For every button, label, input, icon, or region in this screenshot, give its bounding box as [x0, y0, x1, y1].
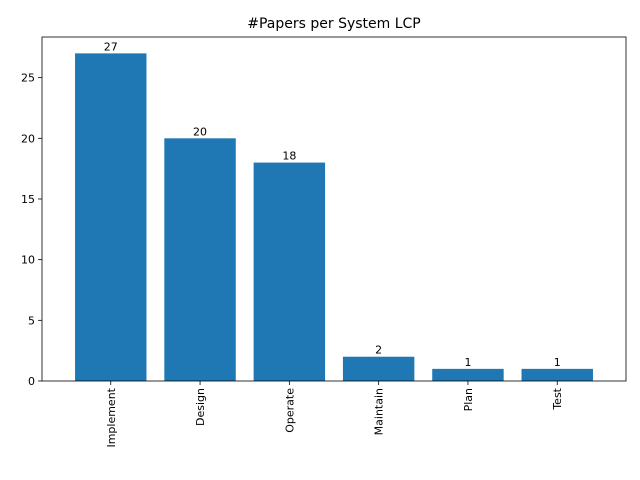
- y-tick-label: 20: [21, 132, 35, 145]
- x-tick-label-plan: Plan: [462, 388, 475, 411]
- y-tick-label: 5: [28, 314, 35, 327]
- y-tick-label: 0: [28, 375, 35, 388]
- bar-operate: [253, 162, 326, 381]
- x-tick-label-implement: Implement: [105, 387, 118, 447]
- bar-design: [164, 138, 236, 381]
- bar-maintain: [342, 356, 415, 381]
- data-label-implement: 27: [104, 40, 118, 53]
- y-axis: 0 5 10 15 20 25: [21, 72, 42, 388]
- data-label-test: 1: [554, 356, 561, 369]
- x-tick-label-design: Design: [194, 388, 207, 426]
- x-tick-label-maintain: Maintain: [373, 388, 386, 435]
- chart-title: #Papers per System LCP: [247, 16, 421, 32]
- bars-layer: [75, 53, 593, 381]
- data-label-plan: 1: [464, 356, 471, 369]
- bar-test: [521, 368, 593, 381]
- data-label-maintain: 2: [375, 344, 382, 357]
- bar-plan: [432, 368, 504, 381]
- data-label-design: 20: [193, 125, 207, 138]
- x-axis: Implement Design Operate Maintain Plan Test: [105, 381, 564, 448]
- data-label-operate: 18: [282, 150, 296, 163]
- x-tick-label-operate: Operate: [283, 388, 296, 433]
- bar-implement: [75, 53, 147, 381]
- y-tick-label: 10: [21, 254, 35, 267]
- plot-frame: [41, 36, 627, 382]
- y-tick-label: 15: [21, 193, 35, 206]
- data-labels-layer: 27 20 18 2 1 1: [104, 40, 561, 368]
- x-tick-label-test: Test: [551, 387, 564, 410]
- y-tick-label: 25: [21, 72, 35, 85]
